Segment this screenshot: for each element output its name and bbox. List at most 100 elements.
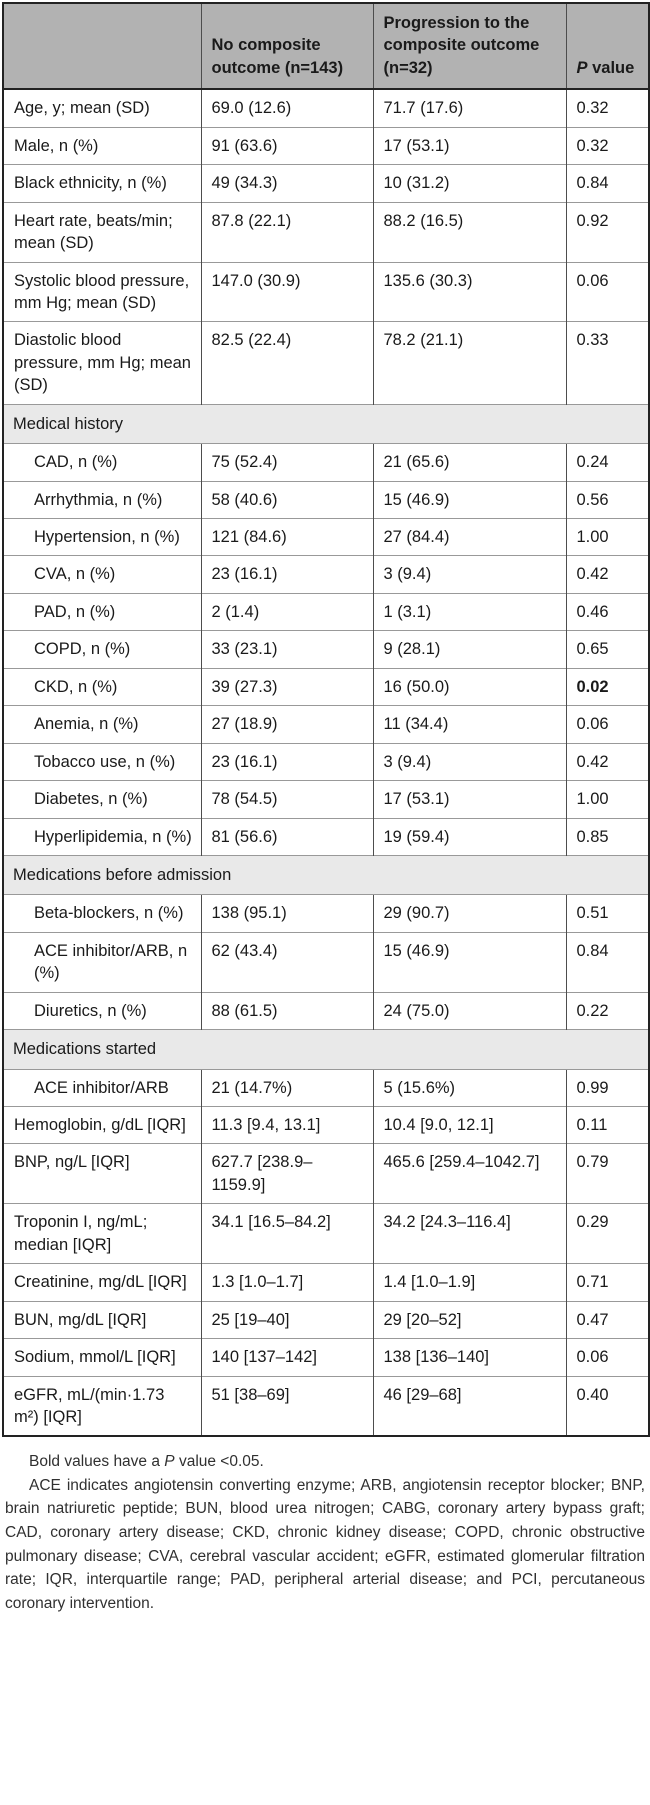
p-value-cell: 0.47 xyxy=(565,1300,649,1339)
p-value-cell: 0.42 xyxy=(565,555,649,594)
value-no-composite: 138 (95.1) xyxy=(200,894,373,933)
p-value-cell: 0.84 xyxy=(565,164,649,203)
value-no-composite: 627.7 [238.9–1159.9] xyxy=(200,1143,373,1204)
row-label: Creatinine, mg/dL [IQR] xyxy=(3,1263,201,1302)
row-label: Male, n (%) xyxy=(3,126,201,165)
header-empty-cell xyxy=(3,3,201,91)
value-no-composite: 62 (43.4) xyxy=(200,931,373,993)
value-no-composite: 27 (18.9) xyxy=(200,705,373,744)
value-no-composite: 39 (27.3) xyxy=(200,667,373,706)
value-progression: 21 (65.6) xyxy=(372,443,566,482)
value-no-composite: 1.3 [1.0–1.7] xyxy=(200,1263,373,1302)
header-p-value: P value xyxy=(565,3,649,91)
p-value-cell: 0.85 xyxy=(565,817,649,856)
section-label: Medications started xyxy=(3,1029,649,1070)
baseline-characteristics-table: No composite outcome (n=143) Progression… xyxy=(2,2,650,1438)
value-progression: 34.2 [24.3–116.4] xyxy=(372,1203,566,1264)
p-value-cell: 0.06 xyxy=(565,261,649,322)
row-label: Beta-blockers, n (%) xyxy=(3,894,201,933)
value-progression: 29 [20–52] xyxy=(372,1300,566,1339)
row-label: Hemoglobin, g/dL [IQR] xyxy=(3,1105,201,1144)
row-label: Arrhythmia, n (%) xyxy=(3,480,201,519)
row-label: BNP, ng/L [IQR] xyxy=(3,1143,201,1204)
table-row: Anemia, n (%) 27 (18.9) 11 (34.4) 0.06 xyxy=(3,705,649,744)
table-row: eGFR, mL/(min·1.73 m²) [IQR] 51 [38–69] 46… xyxy=(3,1375,649,1437)
footnote-bold-pre: Bold values have a xyxy=(29,1453,165,1471)
p-value-cell: 1.00 xyxy=(565,517,649,556)
table-row: PAD, n (%) 2 (1.4) 1 (3.1) 0.46 xyxy=(3,592,649,631)
p-value-italic: P xyxy=(576,58,588,77)
table-row: Hemoglobin, g/dL [IQR] 11.3 [9.4, 13.1] 10… xyxy=(3,1105,649,1144)
p-value-cell: 0.32 xyxy=(565,126,649,165)
table-row: Beta-blockers, n (%) 138 (95.1) 29 (90.7) 0… xyxy=(3,894,649,933)
table-row: Troponin I, ng/mL; median [IQR] 34.1 [16.… xyxy=(3,1203,649,1264)
p-value-cell: 0.32 xyxy=(565,89,649,128)
value-progression: 19 (59.4) xyxy=(372,817,566,856)
footnote-p-italic: P xyxy=(164,1453,175,1471)
value-no-composite: 75 (52.4) xyxy=(200,443,373,482)
value-no-composite: 51 [38–69] xyxy=(200,1375,373,1437)
value-no-composite: 78 (54.5) xyxy=(200,780,373,818)
value-no-composite: 140 [137–142] xyxy=(200,1338,373,1376)
section-row: Medical history xyxy=(3,403,649,444)
p-value-cell: 1.00 xyxy=(565,780,649,818)
value-progression: 29 (90.7) xyxy=(372,894,566,933)
section-row: Medications before admission xyxy=(3,854,649,895)
table-row: Diuretics, n (%) 88 (61.5) 24 (75.0) 0.22 xyxy=(3,991,649,1030)
value-progression: 46 [29–68] xyxy=(372,1375,566,1437)
value-progression: 16 (50.0) xyxy=(372,667,566,706)
row-label: Troponin I, ng/mL; median [IQR] xyxy=(3,1203,201,1264)
row-label: CVA, n (%) xyxy=(3,555,201,594)
row-label: Tobacco use, n (%) xyxy=(3,742,201,781)
value-progression: 27 (84.4) xyxy=(372,517,566,556)
row-label: Systolic blood pressure, mm Hg; mean (SD… xyxy=(3,261,201,322)
table-row: Diastolic blood pressure, mm Hg; mean (S… xyxy=(3,321,649,405)
table-footnotes: Bold values have a P value <0.05. ACE in… xyxy=(5,1450,645,1615)
value-no-composite: 11.3 [9.4, 13.1] xyxy=(200,1105,373,1144)
row-label: Diuretics, n (%) xyxy=(3,991,201,1030)
value-progression: 78.2 (21.1) xyxy=(372,321,566,405)
row-label: COPD, n (%) xyxy=(3,630,201,669)
p-value-cell: 0.65 xyxy=(565,630,649,669)
table-row: BNP, ng/L [IQR] 627.7 [238.9–1159.9] 465.6… xyxy=(3,1143,649,1204)
value-no-composite: 23 (16.1) xyxy=(200,555,373,594)
p-value-cell: 0.42 xyxy=(565,742,649,781)
value-progression: 88.2 (16.5) xyxy=(372,201,566,262)
section-row: Medications started xyxy=(3,1029,649,1070)
value-no-composite: 49 (34.3) xyxy=(200,164,373,203)
value-no-composite: 33 (23.1) xyxy=(200,630,373,669)
value-progression: 9 (28.1) xyxy=(372,630,566,669)
value-progression: 465.6 [259.4–1042.7] xyxy=(372,1143,566,1204)
header-row: No composite outcome (n=143) Progression… xyxy=(3,3,649,91)
value-progression: 17 (53.1) xyxy=(372,780,566,818)
table-row: ACE inhibitor/ARB 21 (14.7%) 5 (15.6%) 0.99 xyxy=(3,1068,649,1107)
row-label: Black ethnicity, n (%) xyxy=(3,164,201,203)
p-value-cell: 0.11 xyxy=(565,1105,649,1144)
value-progression: 15 (46.9) xyxy=(372,480,566,519)
p-value-cell: 0.06 xyxy=(565,1338,649,1376)
row-label: CAD, n (%) xyxy=(3,443,201,482)
p-value-cell: 0.24 xyxy=(565,443,649,482)
table-row: Hyperlipidemia, n (%) 81 (56.6) 19 (59.4) 0… xyxy=(3,817,649,856)
value-progression: 1.4 [1.0–1.9] xyxy=(372,1263,566,1302)
footnote-bold-values: Bold values have a P value <0.05. xyxy=(5,1450,645,1474)
table-row: Male, n (%) 91 (63.6) 17 (53.1) 0.32 xyxy=(3,126,649,165)
value-no-composite: 87.8 (22.1) xyxy=(200,201,373,262)
footnote-bold-post: value <0.05. xyxy=(174,1453,264,1471)
section-label: Medical history xyxy=(3,403,649,444)
value-no-composite: 69.0 (12.6) xyxy=(200,89,373,128)
row-label: Anemia, n (%) xyxy=(3,705,201,744)
p-value-cell: 0.79 xyxy=(565,1143,649,1204)
p-value-cell: 0.46 xyxy=(565,592,649,631)
row-label: Diastolic blood pressure, mm Hg; mean (S… xyxy=(3,321,201,405)
row-label: Age, y; mean (SD) xyxy=(14,99,150,118)
value-progression: 71.7 (17.6) xyxy=(372,89,566,128)
table-row: BUN, mg/dL [IQR] 25 [19–40] 29 [20–52] 0.47 xyxy=(3,1300,649,1339)
value-no-composite: 23 (16.1) xyxy=(200,742,373,781)
row-label: CKD, n (%) xyxy=(3,667,201,706)
p-value-cell: 0.29 xyxy=(565,1203,649,1264)
value-no-composite: 88 (61.5) xyxy=(200,991,373,1030)
row-label: eGFR, mL/(min·1.73 m²) [IQR] xyxy=(3,1375,201,1437)
value-progression: 3 (9.4) xyxy=(372,742,566,781)
value-progression: 138 [136–140] xyxy=(372,1338,566,1376)
